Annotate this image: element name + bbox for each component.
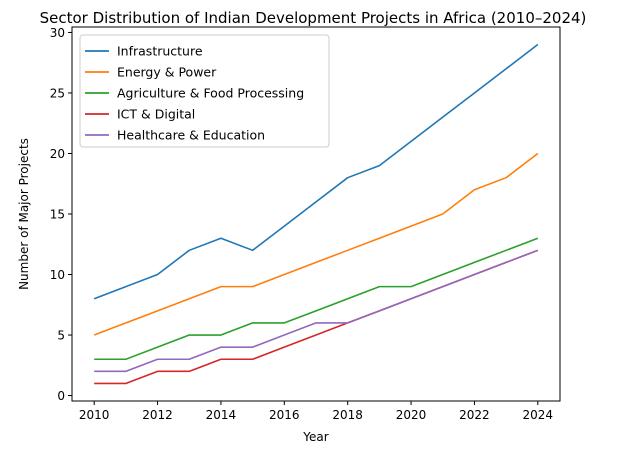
x-axis-ticks: 2010 2012 2014 2016 2018 2020 2022 2024	[79, 401, 553, 422]
series-line-agriculture-food-processing	[94, 237, 539, 361]
x-tick-label: 2010	[79, 408, 110, 422]
y-tick-label: 5	[57, 329, 65, 343]
legend-label-healthcare-education: Healthcare & Education	[117, 128, 265, 143]
series-line-energy-power	[93, 152, 539, 336]
x-tick-label: 2014	[206, 408, 237, 422]
y-tick-label: 0	[57, 389, 65, 403]
x-tick-label: 2024	[523, 408, 554, 422]
legend-label-ict-digital: ICT & Digital	[117, 107, 195, 122]
y-tick-label: 10	[50, 268, 65, 282]
x-tick-label: 2022	[459, 408, 490, 422]
legend: Infrastructure Energy & Power Agriculture …	[79, 34, 330, 148]
x-tick-label: 2018	[332, 408, 363, 422]
series-line-infrastructure	[93, 43, 539, 300]
legend-label-agriculture-food-processing: Agriculture & Food Processing	[117, 86, 304, 101]
y-axis-label: Number of Major Projects	[17, 138, 31, 290]
series-layer	[93, 43, 539, 385]
series-line-healthcare-education	[94, 249, 539, 373]
y-tick-label: 30	[50, 26, 65, 40]
y-tick-label: 15	[50, 208, 65, 222]
x-tick-label: 2016	[269, 408, 300, 422]
legend-label-energy-power: Energy & Power	[117, 65, 217, 80]
y-tick-label: 25	[50, 86, 65, 100]
y-tick-label: 20	[50, 147, 65, 161]
chart-title: Sector Distribution of Indian Developmen…	[40, 9, 587, 27]
legend-label-infrastructure: Infrastructure	[117, 44, 203, 59]
y-axis-ticks: 0 5 10 15 20 25 30	[50, 26, 72, 403]
x-axis-label: Year	[302, 430, 328, 444]
x-tick-label: 2012	[142, 408, 173, 422]
legend-box	[79, 34, 330, 148]
x-tick-label: 2020	[396, 408, 427, 422]
